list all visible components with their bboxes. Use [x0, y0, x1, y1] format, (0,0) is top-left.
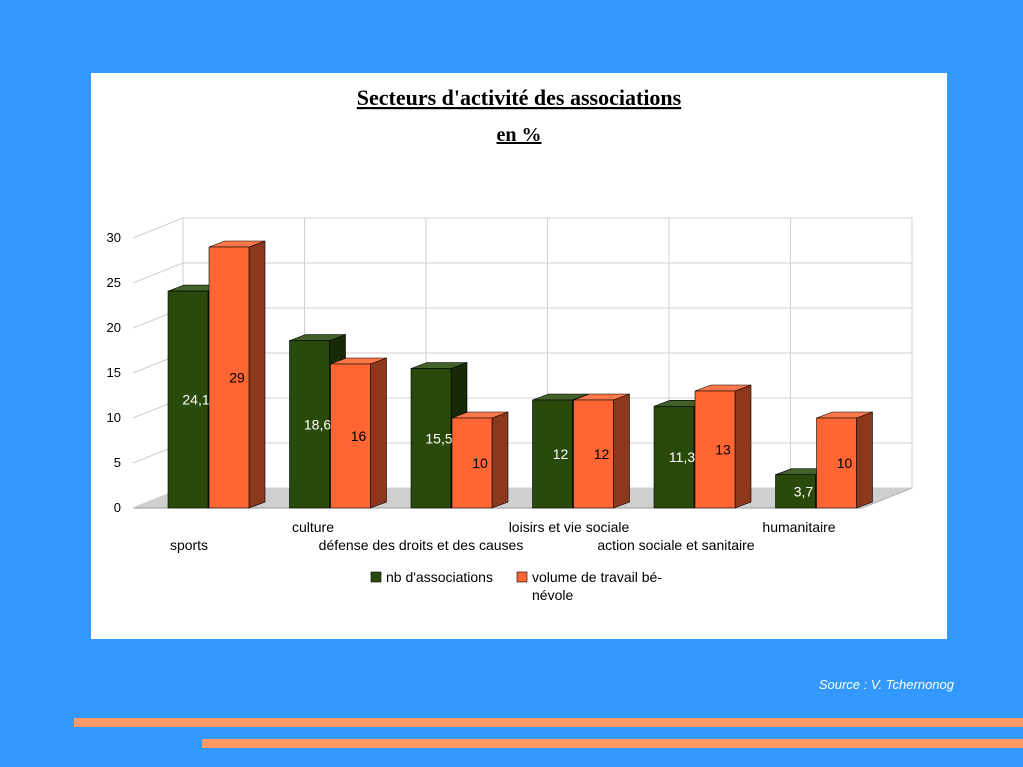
bar [694, 390, 736, 509]
bar [167, 290, 209, 509]
data-label: 18,6 [304, 416, 331, 432]
data-label: 10 [472, 455, 488, 471]
y-tick-label: 10 [107, 410, 121, 425]
bar [451, 417, 493, 509]
bar-side [248, 240, 266, 509]
category-label: action sociale et sanitaire [597, 537, 754, 553]
data-label: 13 [715, 442, 731, 458]
bar [775, 474, 816, 509]
data-label: 15,5 [425, 430, 452, 446]
y-tick-label: 30 [107, 230, 121, 245]
bar-side [734, 384, 752, 509]
bar-side [613, 393, 630, 509]
legend-label: volume de travail bé- [532, 569, 662, 585]
category-label: culture [292, 519, 334, 535]
bar [208, 246, 250, 509]
bar [816, 417, 857, 509]
bar [653, 405, 695, 509]
y-tick-label: 0 [114, 500, 121, 515]
bar-side [491, 411, 509, 509]
legend-label: névole [532, 587, 573, 603]
data-label: 29 [229, 370, 245, 386]
category-label: défense des droits et des causes [319, 537, 524, 553]
data-label: 11,3 [669, 449, 695, 465]
category-label: humanitaire [762, 519, 835, 535]
category-label: loisirs et vie sociale [509, 519, 630, 535]
data-label: 24,1 [182, 392, 209, 408]
category-label: sports [170, 537, 208, 553]
bar [330, 363, 371, 509]
chart-subtitle: en % [497, 124, 542, 146]
bar-side [370, 357, 387, 509]
bar-chart: Secteurs d'activité des associations en %… [107, 85, 913, 603]
bar-side [856, 411, 873, 509]
chart-panel: Secteurs d'activité des associations en %… [91, 73, 947, 639]
y-tick-label: 25 [107, 275, 121, 290]
gridline-side [132, 217, 184, 239]
data-label: 16 [351, 428, 367, 444]
decorative-stripe-bottom [202, 739, 1023, 748]
legend-swatch [516, 571, 528, 583]
source-note: Source : V. Tchernonog [818, 677, 954, 692]
data-label: 12 [553, 446, 569, 462]
gridline-side [132, 262, 184, 284]
y-tick-label: 15 [107, 365, 121, 380]
legend-swatch [370, 571, 382, 583]
bar [410, 368, 452, 509]
chart-title: Secteurs d'activité des associations [357, 85, 682, 110]
bar [532, 399, 573, 509]
decorative-stripe-top [74, 718, 1023, 727]
data-label: 12 [594, 446, 610, 462]
y-tick-label: 20 [107, 320, 121, 335]
bar [573, 399, 614, 509]
legend-label: nb d'associations [386, 569, 493, 585]
data-label: 10 [837, 455, 853, 471]
data-label: 3,7 [794, 483, 814, 499]
bar [289, 340, 330, 509]
y-tick-label: 5 [114, 455, 121, 470]
